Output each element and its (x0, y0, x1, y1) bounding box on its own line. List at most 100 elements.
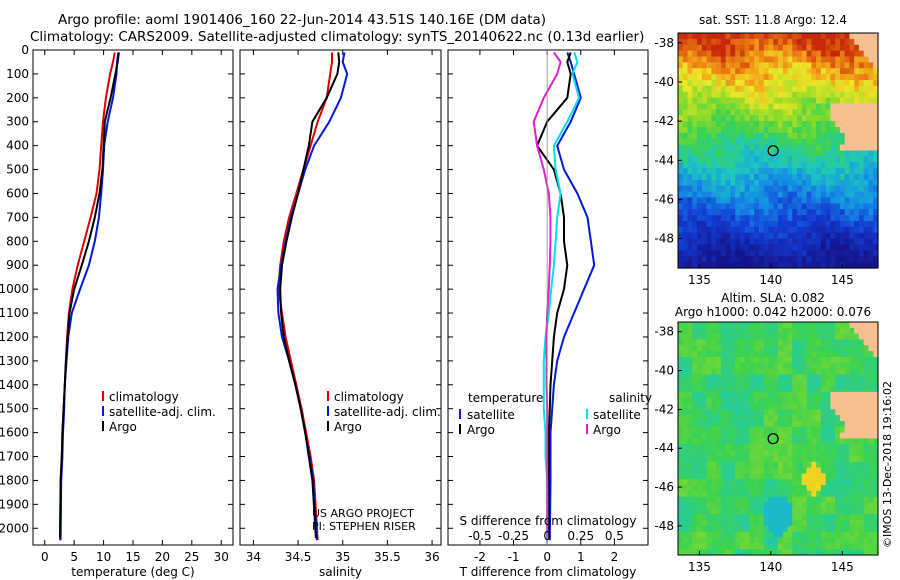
map-cell (754, 85, 760, 93)
map-cell (806, 467, 812, 475)
map-cell (725, 397, 731, 405)
map-cell (801, 520, 808, 527)
map-cell (725, 232, 731, 240)
map-cell (806, 80, 812, 87)
map-cell (758, 386, 765, 393)
map-cell (816, 339, 822, 346)
map-cell (758, 450, 765, 457)
map-cell (820, 85, 827, 93)
series-line-temperature (59, 52, 120, 538)
map-cell (835, 203, 841, 210)
map-cell (825, 374, 831, 381)
map-cell (816, 514, 822, 521)
map-cell (811, 391, 817, 399)
map-cell (735, 215, 741, 222)
map-cell (854, 244, 860, 251)
map-cell (849, 397, 855, 405)
map-cell (678, 91, 684, 99)
map-cell (801, 391, 808, 399)
map-cell (839, 543, 846, 550)
map-cell (678, 144, 684, 152)
map-cell (773, 485, 779, 492)
map-cell (758, 356, 765, 364)
map-cell (744, 490, 751, 498)
map-cell (858, 91, 865, 99)
map-cell (711, 525, 717, 533)
map-cell (778, 174, 784, 181)
map-cell (854, 415, 860, 422)
map-cell (782, 380, 789, 387)
map-cell (849, 496, 855, 504)
map-cell (706, 508, 712, 515)
map-cell (811, 421, 817, 428)
map-cell (735, 115, 741, 122)
map-cell (863, 44, 870, 52)
map-cell (782, 461, 789, 469)
map-cell (849, 44, 855, 52)
map-cell (692, 132, 698, 140)
map-cell (825, 333, 831, 341)
map-cell (692, 380, 698, 387)
map-cell (806, 144, 812, 152)
map-cell (678, 514, 684, 521)
map-cell (797, 531, 803, 539)
map-cell (720, 543, 727, 550)
map-cell (758, 525, 765, 533)
map-cell (858, 44, 865, 52)
map-cell (863, 380, 870, 387)
map-cell (792, 156, 798, 163)
map-cell (782, 496, 789, 504)
map-cell (711, 426, 717, 434)
map-cell (839, 185, 846, 193)
map-cell (711, 197, 717, 204)
map-cell (754, 339, 760, 346)
map-cell (716, 455, 722, 463)
map-cell (844, 191, 851, 199)
map-cell (735, 179, 741, 187)
map-cell (739, 33, 746, 40)
map-cell (711, 520, 717, 527)
map-cell (778, 455, 784, 463)
map-cell (844, 109, 851, 116)
map-cell (706, 549, 712, 556)
map-cell (811, 496, 817, 504)
map-cell (678, 356, 684, 364)
map-cell (730, 50, 736, 58)
map-cell (706, 127, 712, 134)
map-cell (816, 496, 822, 504)
map-cell (735, 33, 741, 40)
map-cell (744, 150, 751, 157)
map-cell (811, 179, 817, 187)
map-cell (773, 421, 779, 428)
map-cell (797, 203, 803, 210)
map-cell (835, 362, 841, 370)
map-cell (811, 438, 817, 445)
map-cell (844, 322, 851, 329)
map-cell (820, 409, 827, 416)
map-cell (692, 156, 698, 163)
map-cell (758, 256, 765, 263)
map-cell (754, 467, 760, 475)
map-cell (863, 391, 870, 399)
map-cell (787, 56, 793, 63)
map-cell (787, 162, 793, 169)
map-cell (849, 33, 855, 40)
map-cell (806, 150, 812, 157)
map-cell (873, 91, 879, 99)
map-cell (735, 432, 741, 440)
map-cell (706, 415, 712, 422)
map-cell (806, 455, 812, 463)
map-cell (678, 549, 684, 556)
map-cell (682, 322, 689, 329)
map-cell (801, 508, 808, 515)
map-cell (787, 444, 793, 451)
map-cell (716, 496, 722, 504)
map-cell (744, 426, 751, 434)
map-cell (730, 238, 736, 246)
map-cell (792, 432, 798, 440)
map-cell (787, 150, 793, 157)
map-cell (797, 33, 803, 40)
map-cell (811, 485, 817, 492)
map-lat-label: -40 (654, 75, 674, 89)
map-cell (792, 362, 798, 370)
